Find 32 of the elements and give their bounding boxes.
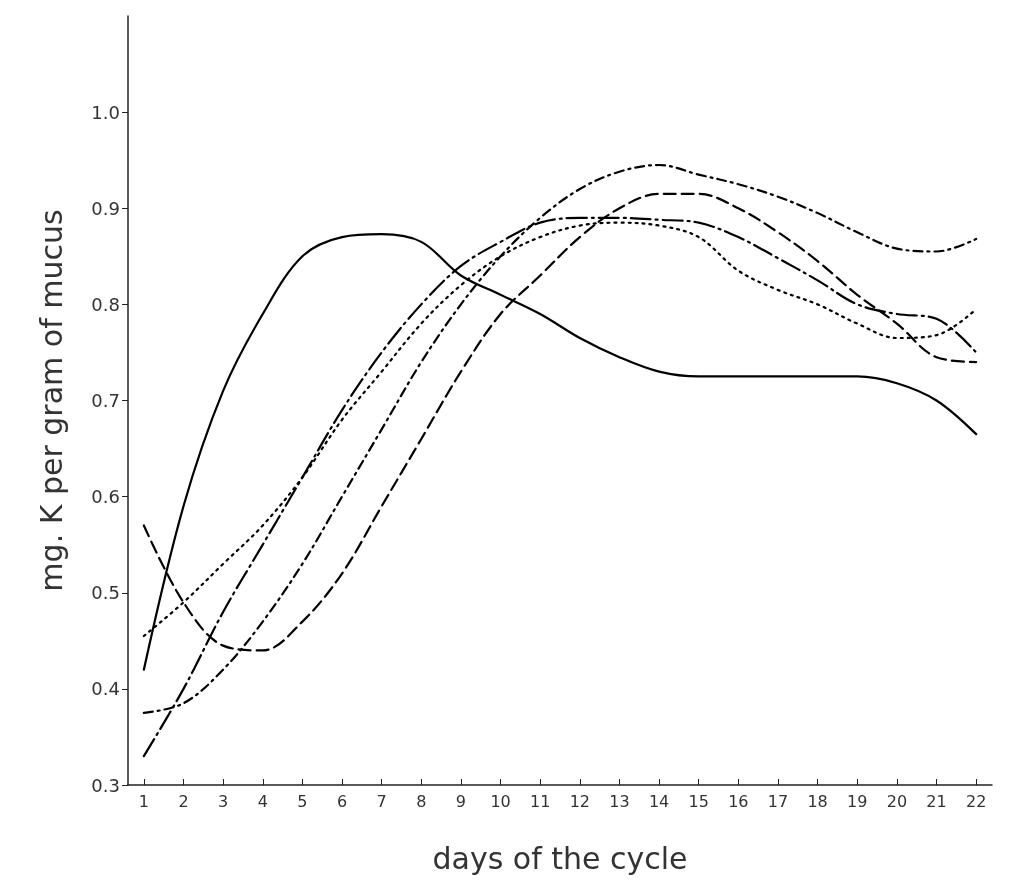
x-tick-label: 8 xyxy=(416,791,427,811)
y-tick-label: 1.0 xyxy=(91,101,120,123)
y-tick-label: 0.4 xyxy=(91,678,120,700)
x-tick-label: 21 xyxy=(926,791,947,811)
x-tick-label: 7 xyxy=(376,791,387,811)
x-tick-label: 3 xyxy=(218,791,229,811)
x-tick-label: 18 xyxy=(807,791,828,811)
x-tick-label: 22 xyxy=(965,791,987,811)
x-tick-label: 2 xyxy=(178,791,189,811)
x-tick-label: 5 xyxy=(297,791,308,811)
y-tick-label: 0.9 xyxy=(91,197,120,219)
x-tick-label: 15 xyxy=(688,791,709,811)
y-tick-label: 0.7 xyxy=(91,390,120,411)
x-tick-label: 4 xyxy=(257,791,268,811)
y-tick-label: 0.6 xyxy=(91,486,120,508)
x-tick-label: 11 xyxy=(530,791,551,811)
x-axis-title: days of the cycle xyxy=(432,840,688,876)
x-tick-label: 10 xyxy=(490,791,511,811)
x-tick-label: 19 xyxy=(847,791,868,811)
y-axis-title: mg. K per gram of mucus xyxy=(33,209,69,592)
y-tick-label: 0.8 xyxy=(91,293,120,315)
x-tick-label: 13 xyxy=(609,791,630,811)
y-tick-label: 0.5 xyxy=(91,582,120,604)
x-tick-label: 1 xyxy=(138,791,149,811)
x-tick-label: 17 xyxy=(767,791,789,811)
x-tick-label: 6 xyxy=(336,791,348,811)
x-tick-label: 16 xyxy=(728,791,749,811)
x-tick-label: 12 xyxy=(569,791,590,811)
x-tick-label: 20 xyxy=(886,791,908,811)
x-tick-label: 9 xyxy=(455,791,467,811)
y-tick-label: 0.3 xyxy=(91,774,120,796)
x-tick-label: 14 xyxy=(648,791,670,811)
